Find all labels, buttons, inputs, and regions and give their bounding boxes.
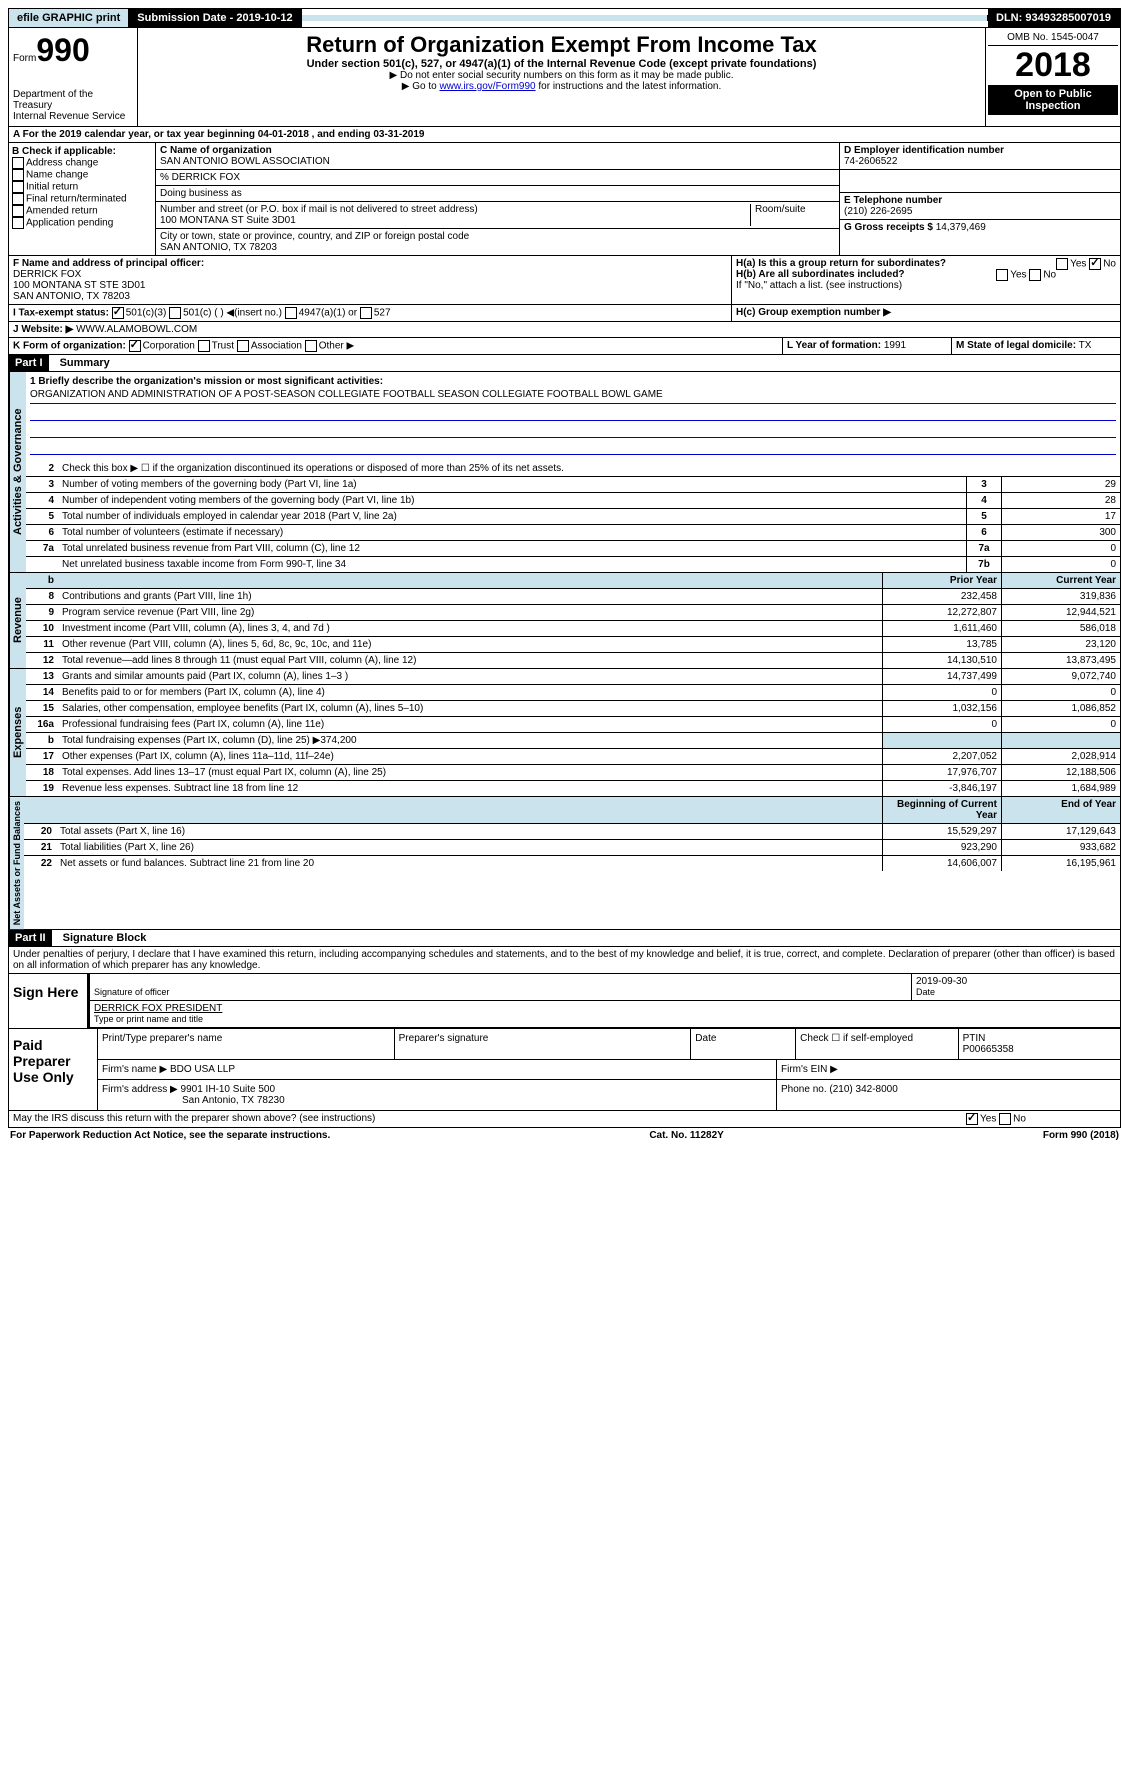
care-of: % DERRICK FOX — [156, 170, 839, 186]
discuss-row: May the IRS discuss this return with the… — [8, 1111, 1121, 1128]
ein: 74-2606522 — [844, 156, 1116, 167]
dba: Doing business as — [156, 186, 839, 202]
city-state-zip: SAN ANTONIO, TX 78203 — [160, 242, 277, 253]
perjury-text: Under penalties of perjury, I declare th… — [8, 947, 1121, 974]
vert-expenses: Expenses — [9, 669, 26, 796]
dept-label: Department of the Treasury Internal Reve… — [13, 89, 133, 122]
form-number-box: Form990 Department of the Treasury Inter… — [9, 28, 138, 126]
row-fh: F Name and address of principal officer:… — [8, 256, 1121, 305]
net-assets-section: Net Assets or Fund Balances Beginning of… — [8, 797, 1121, 930]
activities-governance: Activities & Governance 1 Briefly descri… — [8, 372, 1121, 573]
efile-btn[interactable]: efile GRAPHIC print — [9, 9, 129, 27]
inspection-badge: Open to Public Inspection — [988, 85, 1118, 115]
form-990: 990 — [36, 32, 89, 68]
top-bar: efile GRAPHIC print Submission Date - 20… — [8, 8, 1121, 28]
phone: (210) 226-2695 — [844, 206, 1116, 217]
title-box: Return of Organization Exempt From Incom… — [138, 28, 985, 126]
omb: OMB No. 1545-0047 — [988, 30, 1118, 46]
part-ii-title: Signature Block — [63, 932, 147, 944]
top-spacer — [302, 15, 988, 21]
form-header: Form990 Department of the Treasury Inter… — [8, 28, 1121, 127]
col-c: C Name of organization SAN ANTONIO BOWL … — [156, 143, 840, 255]
year-box: OMB No. 1545-0047 2018 Open to Public In… — [985, 28, 1120, 126]
expenses-section: Expenses 13Grants and similar amounts pa… — [8, 669, 1121, 797]
row-i: I Tax-exempt status: 501(c)(3) 501(c) ( … — [8, 305, 1121, 322]
row-klm: K Form of organization: Corporation Trus… — [8, 338, 1121, 355]
part-ii-tag: Part II — [9, 930, 52, 946]
vert-net-assets: Net Assets or Fund Balances — [9, 797, 24, 929]
col-d: D Employer identification number 74-2606… — [840, 143, 1120, 255]
form-subtitle: Under section 501(c), 527, or 4947(a)(1)… — [142, 58, 981, 70]
revenue-section: Revenue bPrior YearCurrent Year 8Contrib… — [8, 573, 1121, 669]
dln: DLN: 93493285007019 — [988, 9, 1120, 27]
sign-here: Sign Here Signature of officer 2019-09-3… — [8, 974, 1121, 1029]
section-a: A For the 2019 calendar year, or tax yea… — [8, 127, 1121, 143]
vert-activities: Activities & Governance — [9, 372, 26, 572]
street-address: 100 MONTANA ST Suite 3D01 — [160, 215, 296, 226]
irs-link[interactable]: www.irs.gov/Form990 — [439, 81, 535, 92]
vert-revenue: Revenue — [9, 573, 26, 668]
form-title: Return of Organization Exempt From Incom… — [142, 32, 981, 58]
col-b: B Check if applicable: Address change Na… — [9, 143, 156, 255]
org-name: SAN ANTONIO BOWL ASSOCIATION — [160, 156, 835, 167]
gross-receipts: 14,379,469 — [936, 222, 986, 233]
footer: For Paperwork Reduction Act Notice, see … — [8, 1128, 1121, 1143]
note-1: ▶ Do not enter social security numbers o… — [142, 70, 981, 81]
row-j: J Website: ▶ WWW.ALAMOBOWL.COM — [8, 322, 1121, 338]
paid-preparer: Paid Preparer Use Only Print/Type prepar… — [8, 1029, 1121, 1111]
submission-date: Submission Date - 2019-10-12 — [129, 9, 301, 27]
tax-year: 2018 — [988, 46, 1118, 85]
part-i-tag: Part I — [9, 355, 49, 371]
info-grid: B Check if applicable: Address change Na… — [8, 143, 1121, 256]
mission-text: ORGANIZATION AND ADMINISTRATION OF A POS… — [30, 389, 1116, 404]
website: WWW.ALAMOBOWL.COM — [76, 324, 197, 335]
part-i-title: Summary — [60, 357, 110, 369]
note-2: ▶ Go to www.irs.gov/Form990 for instruct… — [142, 81, 981, 92]
